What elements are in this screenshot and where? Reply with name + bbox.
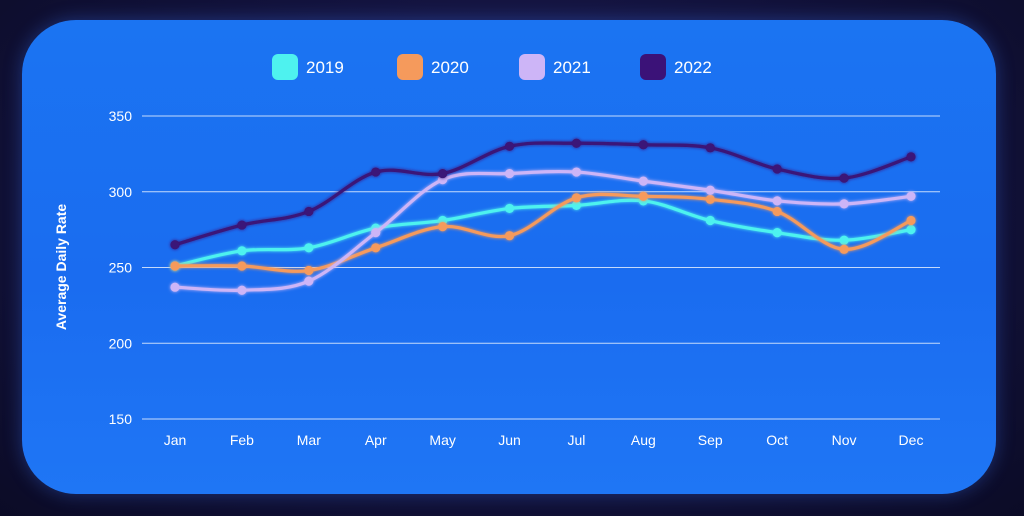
series-2022 [170, 138, 916, 250]
point-2022-Jul [571, 138, 582, 148]
point-2021-Feb [237, 285, 247, 295]
point-2020-Oct [772, 206, 782, 217]
x-tick-label: Dec [899, 432, 924, 448]
point-2019-Jun [504, 203, 515, 214]
gridlines [142, 115, 940, 420]
point-2021-Nov [839, 199, 849, 209]
point-2022-Feb [237, 220, 247, 230]
x-tick-label: Mar [297, 432, 321, 448]
point-2019-Nov [839, 235, 849, 245]
point-2020-Apr [371, 243, 381, 253]
legend-label: 2019 [306, 58, 344, 77]
x-tick-label: Jun [498, 432, 521, 448]
y-axis-ticks: 350 300 250 200 150 [109, 108, 133, 427]
point-2022-Oct [772, 164, 782, 174]
x-tick-label: Oct [766, 432, 788, 448]
point-2019-Sep [705, 215, 715, 226]
line-2021 [173, 169, 913, 293]
y-tick-label: 300 [109, 184, 133, 200]
point-2022-May [438, 168, 448, 179]
point-2019-Mar [304, 243, 314, 253]
line-2019 [173, 198, 913, 268]
point-2020-Sep [705, 194, 715, 204]
point-2020-Jan [170, 261, 180, 271]
legend-swatch [272, 54, 298, 80]
point-2020-Jul [571, 193, 582, 203]
point-2020-Aug [638, 191, 648, 201]
point-2020-Dec [906, 215, 916, 226]
point-2019-Feb [237, 246, 247, 256]
point-2021-Sep [705, 185, 715, 195]
point-2022-Nov [839, 173, 849, 183]
x-axis-ticks: Jan Feb Mar Apr May Jun Jul Aug Sep Oct Nov Dec [164, 432, 924, 448]
point-2022-Aug [638, 140, 648, 150]
x-tick-label: Jul [568, 432, 586, 448]
point-2020-May [438, 221, 448, 232]
point-2021-Oct [772, 196, 782, 206]
line-2020 [173, 192, 913, 273]
legend-label: 2021 [553, 58, 591, 77]
point-2020-Feb [237, 261, 247, 271]
point-2022-Apr [371, 167, 381, 177]
legend-label: 2022 [674, 58, 712, 77]
y-tick-label: 150 [109, 411, 133, 427]
point-2021-Jan [170, 282, 180, 292]
y-tick-label: 350 [109, 108, 133, 124]
series-lines [170, 138, 916, 295]
legend-item-2020: 2020 [397, 54, 469, 80]
point-2019-Jul [571, 200, 582, 210]
point-2020-Nov [839, 244, 849, 254]
x-tick-label: Apr [365, 432, 387, 448]
point-2021-Apr [371, 228, 381, 238]
x-tick-label: Sep [698, 432, 723, 448]
x-tick-label: May [429, 432, 455, 448]
y-tick-label: 250 [109, 260, 133, 276]
point-2021-Jun [504, 168, 515, 179]
legend-label: 2020 [431, 58, 469, 77]
series-2021 [170, 167, 916, 295]
chart-panel: 350 300 250 200 150 Jan Feb Mar Apr May Jun Jul Aug… [22, 20, 996, 494]
point-2019-Dec [906, 225, 916, 235]
line-chart: 350 300 250 200 150 Jan Feb Mar Apr May Jun Jul Aug… [53, 54, 940, 448]
legend-item-2019: 2019 [272, 54, 344, 80]
point-2022-Sep [705, 143, 715, 153]
legend-swatch [397, 54, 423, 80]
legend: 2019 2020 2021 2022 [272, 54, 712, 80]
point-2022-Mar [304, 206, 314, 217]
y-axis-label: Average Daily Rate [53, 204, 69, 331]
point-2020-Jun [504, 231, 515, 241]
series-2019 [170, 196, 916, 271]
point-2021-Dec [906, 191, 916, 201]
series-2020 [170, 191, 916, 276]
legend-swatch [640, 54, 666, 80]
x-tick-label: Aug [631, 432, 656, 448]
line-2022 [173, 141, 913, 247]
point-2019-Oct [772, 228, 782, 238]
point-2022-Jun [504, 141, 515, 151]
point-2021-Aug [638, 176, 648, 186]
y-tick-label: 200 [109, 335, 133, 351]
point-2021-Jul [571, 167, 582, 177]
point-2022-Jan [170, 240, 180, 250]
x-tick-label: Feb [230, 432, 254, 448]
point-2020-Mar [304, 265, 314, 276]
x-tick-label: Nov [832, 432, 857, 448]
legend-item-2021: 2021 [519, 54, 591, 80]
legend-swatch [519, 54, 545, 80]
point-2021-Mar [304, 276, 314, 286]
point-2022-Dec [906, 152, 916, 162]
x-tick-label: Jan [164, 432, 187, 448]
legend-item-2022: 2022 [640, 54, 712, 80]
